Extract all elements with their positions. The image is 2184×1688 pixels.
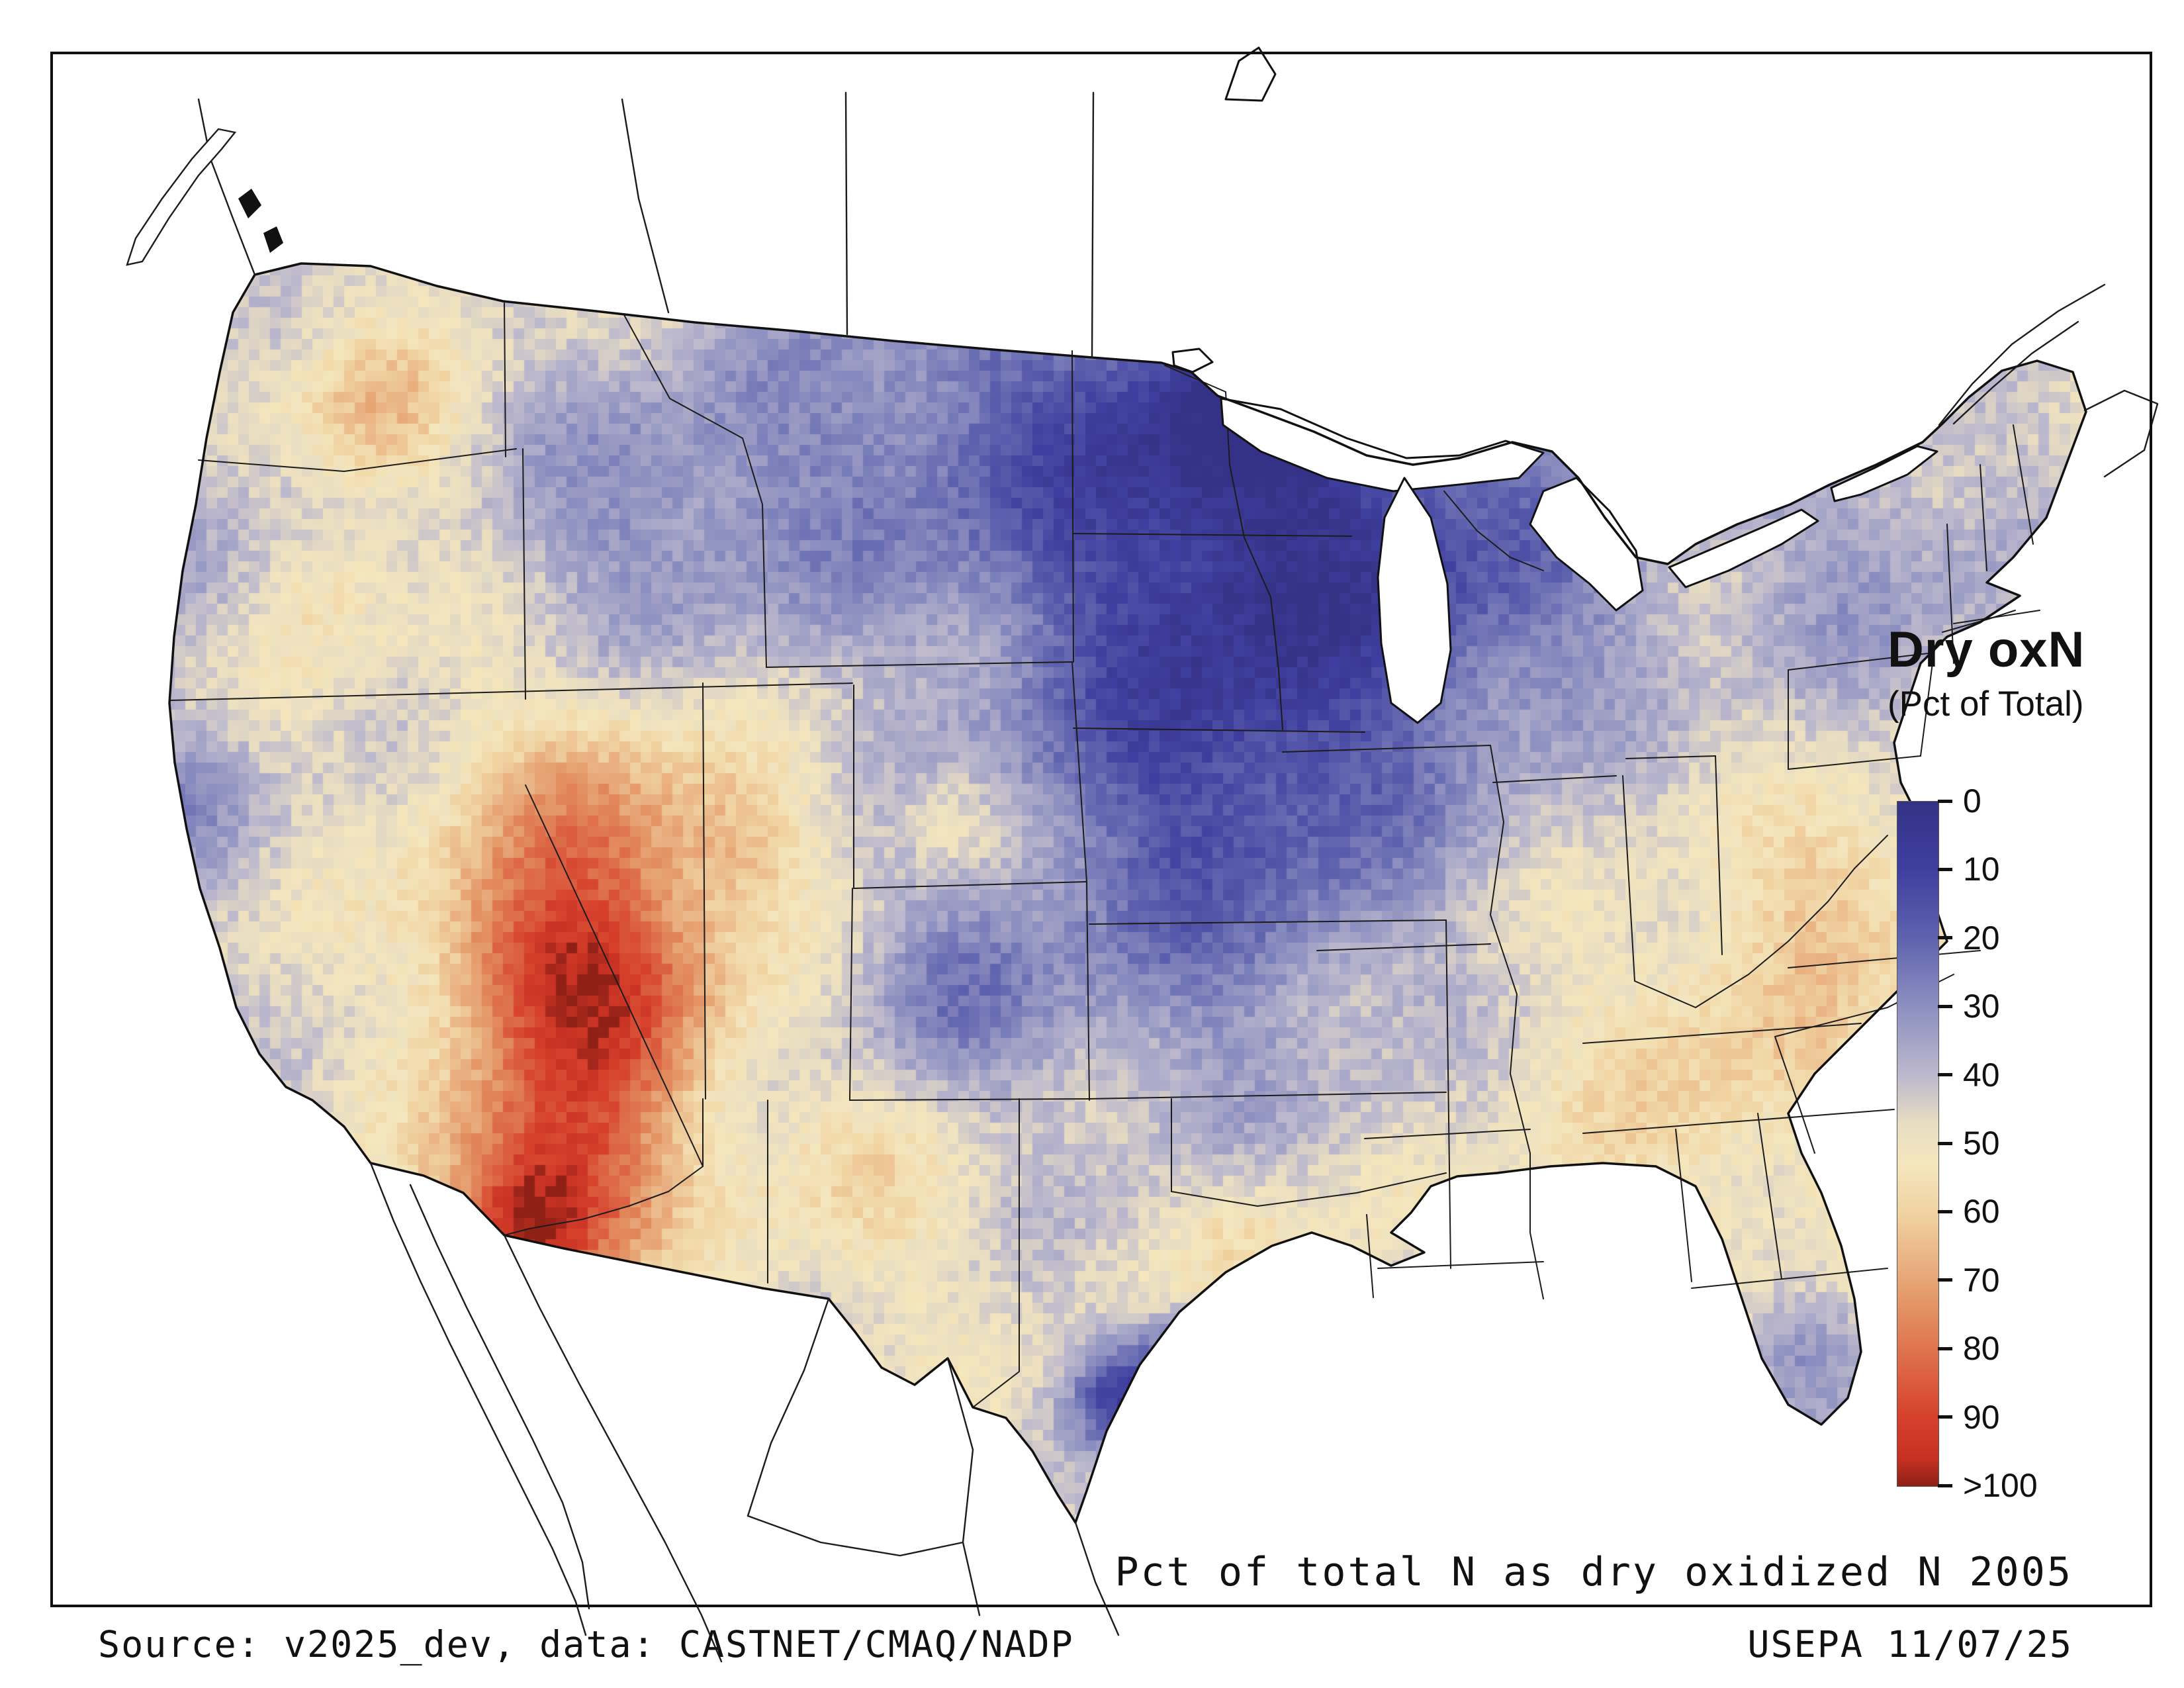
legend-tick: 20 [1938, 919, 2000, 957]
credit-text: USEPA 11/07/25 [1747, 1623, 2073, 1665]
legend-tick-label: >100 [1963, 1467, 2038, 1504]
tick-mark [1938, 799, 1952, 803]
tick-mark [1938, 1004, 1952, 1008]
legend-tick: 60 [1938, 1192, 2000, 1231]
legend-tick: 0 [1938, 782, 1981, 820]
legend-tick-label: 30 [1963, 988, 2000, 1025]
legend-tick-label: 10 [1963, 851, 2000, 888]
state-borders [170, 303, 2040, 1408]
legend-subtitle: (Pct of Total) [1888, 684, 2084, 724]
tick-mark [1938, 936, 1952, 940]
map-caption: Pct of total N as dry oxidized N 2005 [1115, 1549, 2073, 1595]
puget-sound-islands [238, 189, 261, 218]
tick-mark [1938, 1141, 1952, 1145]
legend-tick: 10 [1938, 850, 2000, 888]
legend-tick-label: 60 [1963, 1193, 2000, 1231]
tick-mark [1938, 1483, 1952, 1487]
legend-tick: >100 [1938, 1466, 2038, 1505]
legend-colorbar [1897, 801, 1939, 1487]
legend-tick-label: 40 [1963, 1056, 2000, 1094]
mexico-borders [369, 1162, 1120, 1663]
tick-mark [1938, 1278, 1952, 1282]
legend-tick-label: 90 [1963, 1398, 2000, 1436]
great-lakes [1171, 46, 1938, 724]
legend-tick-label: 20 [1963, 919, 2000, 957]
legend-tick: 50 [1938, 1124, 2000, 1162]
source-text: Source: v2025_dev, data: CASTNET/CMAQ/NA… [98, 1623, 1074, 1665]
legend-colorbar-wrap: 0 10 20 30 40 50 60 70 80 90 >100 [1888, 782, 2165, 1504]
legend-tick: 80 [1938, 1329, 2000, 1368]
legend-tick: 70 [1938, 1261, 2000, 1299]
tick-mark [1938, 867, 1952, 871]
legend-tick-label: 70 [1963, 1261, 2000, 1299]
vancouver-island [126, 128, 237, 266]
legend-tick-label: 0 [1963, 782, 1981, 820]
legend-tick-label: 50 [1963, 1125, 2000, 1162]
legend-tick-label: 80 [1963, 1330, 2000, 1368]
tick-mark [1938, 1073, 1952, 1077]
puget-sound-islands [263, 226, 283, 253]
legend-tick: 40 [1938, 1056, 2000, 1094]
us-outline [168, 262, 2087, 1524]
legend-title: Dry oxN [1888, 622, 2085, 678]
tick-mark [1938, 1415, 1952, 1419]
canada-borders [126, 91, 2159, 478]
tick-mark [1938, 1209, 1952, 1213]
legend-tick: 30 [1938, 987, 2000, 1025]
legend-tick: 90 [1938, 1398, 2000, 1436]
tick-mark [1938, 1346, 1952, 1350]
legend: Dry oxN (Pct of Total) 0 10 20 30 40 50 60 70 80… [1888, 621, 2172, 1504]
